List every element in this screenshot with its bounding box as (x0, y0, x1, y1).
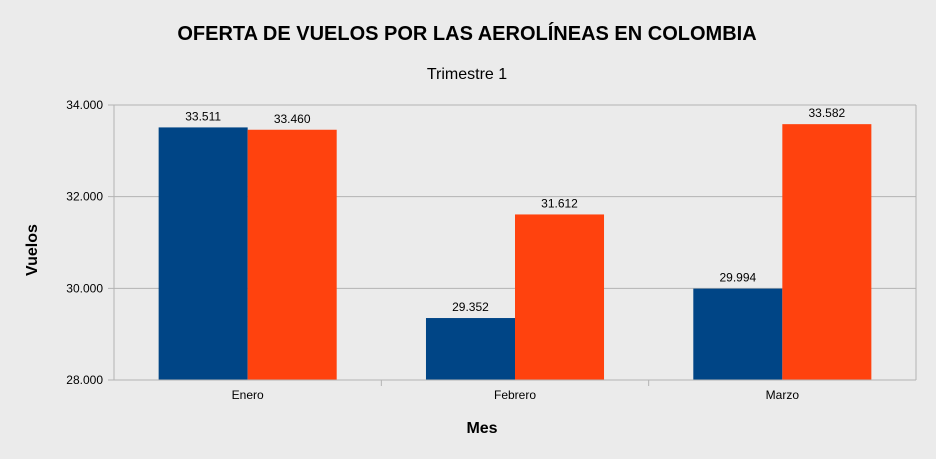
chart-title: OFERTA DE VUELOS POR LAS AEROLÍNEAS EN C… (177, 22, 756, 45)
data-label: 33.511 (185, 109, 221, 123)
chart-subtitle: Trimestre 1 (427, 66, 507, 83)
y-tick-label: 34.000 (66, 98, 103, 112)
bar (158, 127, 248, 380)
x-tick-label: Febrero (494, 388, 536, 402)
bar (425, 318, 515, 380)
data-label: 33.460 (274, 112, 311, 126)
x-tick-label: Enero (232, 388, 264, 402)
data-label: 29.994 (719, 271, 756, 285)
bar (515, 214, 605, 380)
bar (693, 288, 783, 380)
data-label: 31.612 (541, 196, 578, 210)
plot-area: 28.000 30.000 32.000 34.000 33.511 33.460 Ener… (66, 98, 917, 402)
y-axis-title: Vuelos (24, 224, 41, 276)
bar (782, 124, 872, 381)
data-label: 29.352 (452, 300, 489, 314)
x-tick-label: Marzo (766, 388, 800, 402)
y-tick-label: 30.000 (66, 281, 103, 295)
y-tick-label: 32.000 (66, 190, 103, 204)
x-axis-title: Mes (466, 420, 497, 437)
data-label: 33.582 (808, 106, 845, 120)
bar (247, 129, 337, 380)
y-tick-label: 28.000 (66, 373, 103, 387)
